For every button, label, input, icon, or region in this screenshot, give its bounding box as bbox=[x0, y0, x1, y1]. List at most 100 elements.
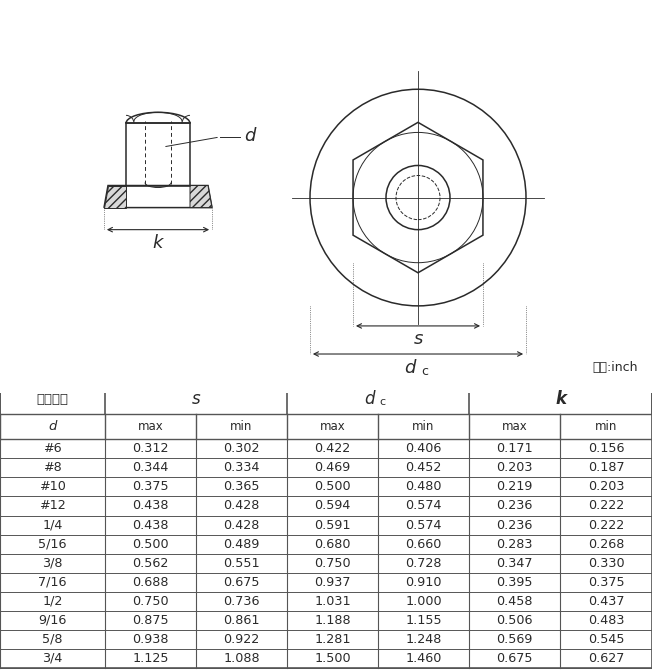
Text: 1.460: 1.460 bbox=[406, 652, 441, 665]
Text: 0.203: 0.203 bbox=[587, 480, 624, 493]
Text: #6: #6 bbox=[43, 442, 62, 456]
Text: 0.922: 0.922 bbox=[224, 633, 259, 646]
Text: 0.562: 0.562 bbox=[132, 556, 169, 570]
Text: 9/16: 9/16 bbox=[38, 614, 67, 627]
Text: 0.469: 0.469 bbox=[314, 462, 351, 474]
Text: max: max bbox=[319, 420, 346, 433]
Text: #8: #8 bbox=[43, 462, 62, 474]
Text: 0.938: 0.938 bbox=[132, 633, 169, 646]
Text: c: c bbox=[379, 397, 385, 407]
Text: 1.000: 1.000 bbox=[405, 595, 442, 607]
Text: 7/16: 7/16 bbox=[38, 576, 67, 589]
Text: 0.312: 0.312 bbox=[132, 442, 169, 456]
Text: 0.438: 0.438 bbox=[132, 499, 169, 513]
Text: 0.506: 0.506 bbox=[496, 614, 533, 627]
Text: 1.500: 1.500 bbox=[314, 652, 351, 665]
Text: 0.452: 0.452 bbox=[406, 462, 441, 474]
Text: 0.483: 0.483 bbox=[587, 614, 624, 627]
Text: 1.155: 1.155 bbox=[405, 614, 442, 627]
Text: max: max bbox=[138, 420, 164, 433]
Text: 1.088: 1.088 bbox=[223, 652, 259, 665]
Text: 0.406: 0.406 bbox=[406, 442, 441, 456]
Text: 5/16: 5/16 bbox=[38, 538, 67, 550]
Text: 0.438: 0.438 bbox=[132, 519, 169, 532]
Text: 1.281: 1.281 bbox=[314, 633, 351, 646]
Text: 0.437: 0.437 bbox=[587, 595, 624, 607]
Text: d: d bbox=[364, 390, 375, 408]
Text: #12: #12 bbox=[39, 499, 66, 513]
Text: 0.236: 0.236 bbox=[496, 499, 533, 513]
Text: 1/4: 1/4 bbox=[42, 519, 63, 532]
Text: 0.428: 0.428 bbox=[224, 519, 259, 532]
Text: 0.569: 0.569 bbox=[496, 633, 533, 646]
Text: 0.187: 0.187 bbox=[587, 462, 625, 474]
Text: 0.480: 0.480 bbox=[406, 480, 442, 493]
Text: 0.222: 0.222 bbox=[588, 519, 624, 532]
Text: 0.422: 0.422 bbox=[314, 442, 351, 456]
Text: 0.347: 0.347 bbox=[496, 556, 533, 570]
Text: min: min bbox=[230, 420, 253, 433]
Text: 0.675: 0.675 bbox=[496, 652, 533, 665]
Text: 0.219: 0.219 bbox=[496, 480, 533, 493]
Text: 0.750: 0.750 bbox=[132, 595, 169, 607]
Text: 0.375: 0.375 bbox=[587, 576, 625, 589]
Text: 0.458: 0.458 bbox=[496, 595, 533, 607]
Text: 1.125: 1.125 bbox=[132, 652, 169, 665]
Text: d: d bbox=[244, 127, 256, 145]
Text: 1.188: 1.188 bbox=[314, 614, 351, 627]
Text: 0.680: 0.680 bbox=[314, 538, 351, 550]
Text: min: min bbox=[595, 420, 617, 433]
Text: d: d bbox=[405, 359, 416, 377]
Text: 0.594: 0.594 bbox=[314, 499, 351, 513]
Text: 0.489: 0.489 bbox=[224, 538, 259, 550]
Text: 单位:inch: 单位:inch bbox=[593, 361, 638, 374]
Text: 0.750: 0.750 bbox=[314, 556, 351, 570]
Text: 公称直径: 公称直径 bbox=[37, 392, 68, 406]
Text: max: max bbox=[501, 420, 527, 433]
Text: 0.551: 0.551 bbox=[223, 556, 259, 570]
Text: s: s bbox=[192, 390, 200, 408]
Text: 0.222: 0.222 bbox=[588, 499, 624, 513]
Text: k: k bbox=[153, 234, 163, 252]
Text: 0.728: 0.728 bbox=[406, 556, 442, 570]
Polygon shape bbox=[190, 185, 212, 208]
Text: 0.545: 0.545 bbox=[587, 633, 624, 646]
Polygon shape bbox=[104, 185, 126, 208]
Text: 0.302: 0.302 bbox=[223, 442, 259, 456]
Text: #10: #10 bbox=[39, 480, 66, 493]
Text: 0.428: 0.428 bbox=[224, 499, 259, 513]
Text: 0.203: 0.203 bbox=[496, 462, 533, 474]
Text: 5/8: 5/8 bbox=[42, 633, 63, 646]
Text: 0.574: 0.574 bbox=[406, 519, 442, 532]
Text: 0.910: 0.910 bbox=[406, 576, 442, 589]
Text: 0.736: 0.736 bbox=[223, 595, 259, 607]
Text: 0.334: 0.334 bbox=[223, 462, 259, 474]
Text: c: c bbox=[421, 364, 428, 378]
Text: 3/4: 3/4 bbox=[42, 652, 63, 665]
Text: 1/2: 1/2 bbox=[42, 595, 63, 607]
Text: 0.675: 0.675 bbox=[223, 576, 259, 589]
Text: 1.248: 1.248 bbox=[406, 633, 441, 646]
Text: 0.660: 0.660 bbox=[406, 538, 441, 550]
Text: min: min bbox=[412, 420, 435, 433]
Text: s: s bbox=[413, 330, 422, 348]
Text: 1.031: 1.031 bbox=[314, 595, 351, 607]
Text: 0.591: 0.591 bbox=[314, 519, 351, 532]
Text: 3/8: 3/8 bbox=[42, 556, 63, 570]
Text: 0.861: 0.861 bbox=[223, 614, 259, 627]
Text: 0.395: 0.395 bbox=[496, 576, 533, 589]
Text: 0.344: 0.344 bbox=[132, 462, 169, 474]
Text: 0.171: 0.171 bbox=[496, 442, 533, 456]
Text: 0.500: 0.500 bbox=[132, 538, 169, 550]
Text: 0.236: 0.236 bbox=[496, 519, 533, 532]
Text: 0.627: 0.627 bbox=[588, 652, 624, 665]
Text: 0.875: 0.875 bbox=[132, 614, 169, 627]
Text: d: d bbox=[48, 420, 57, 433]
Text: 0.500: 0.500 bbox=[314, 480, 351, 493]
Text: 0.268: 0.268 bbox=[588, 538, 624, 550]
Text: 0.156: 0.156 bbox=[587, 442, 624, 456]
Text: 0.330: 0.330 bbox=[587, 556, 625, 570]
Text: 0.937: 0.937 bbox=[314, 576, 351, 589]
Text: 0.688: 0.688 bbox=[132, 576, 169, 589]
Text: 0.283: 0.283 bbox=[496, 538, 533, 550]
